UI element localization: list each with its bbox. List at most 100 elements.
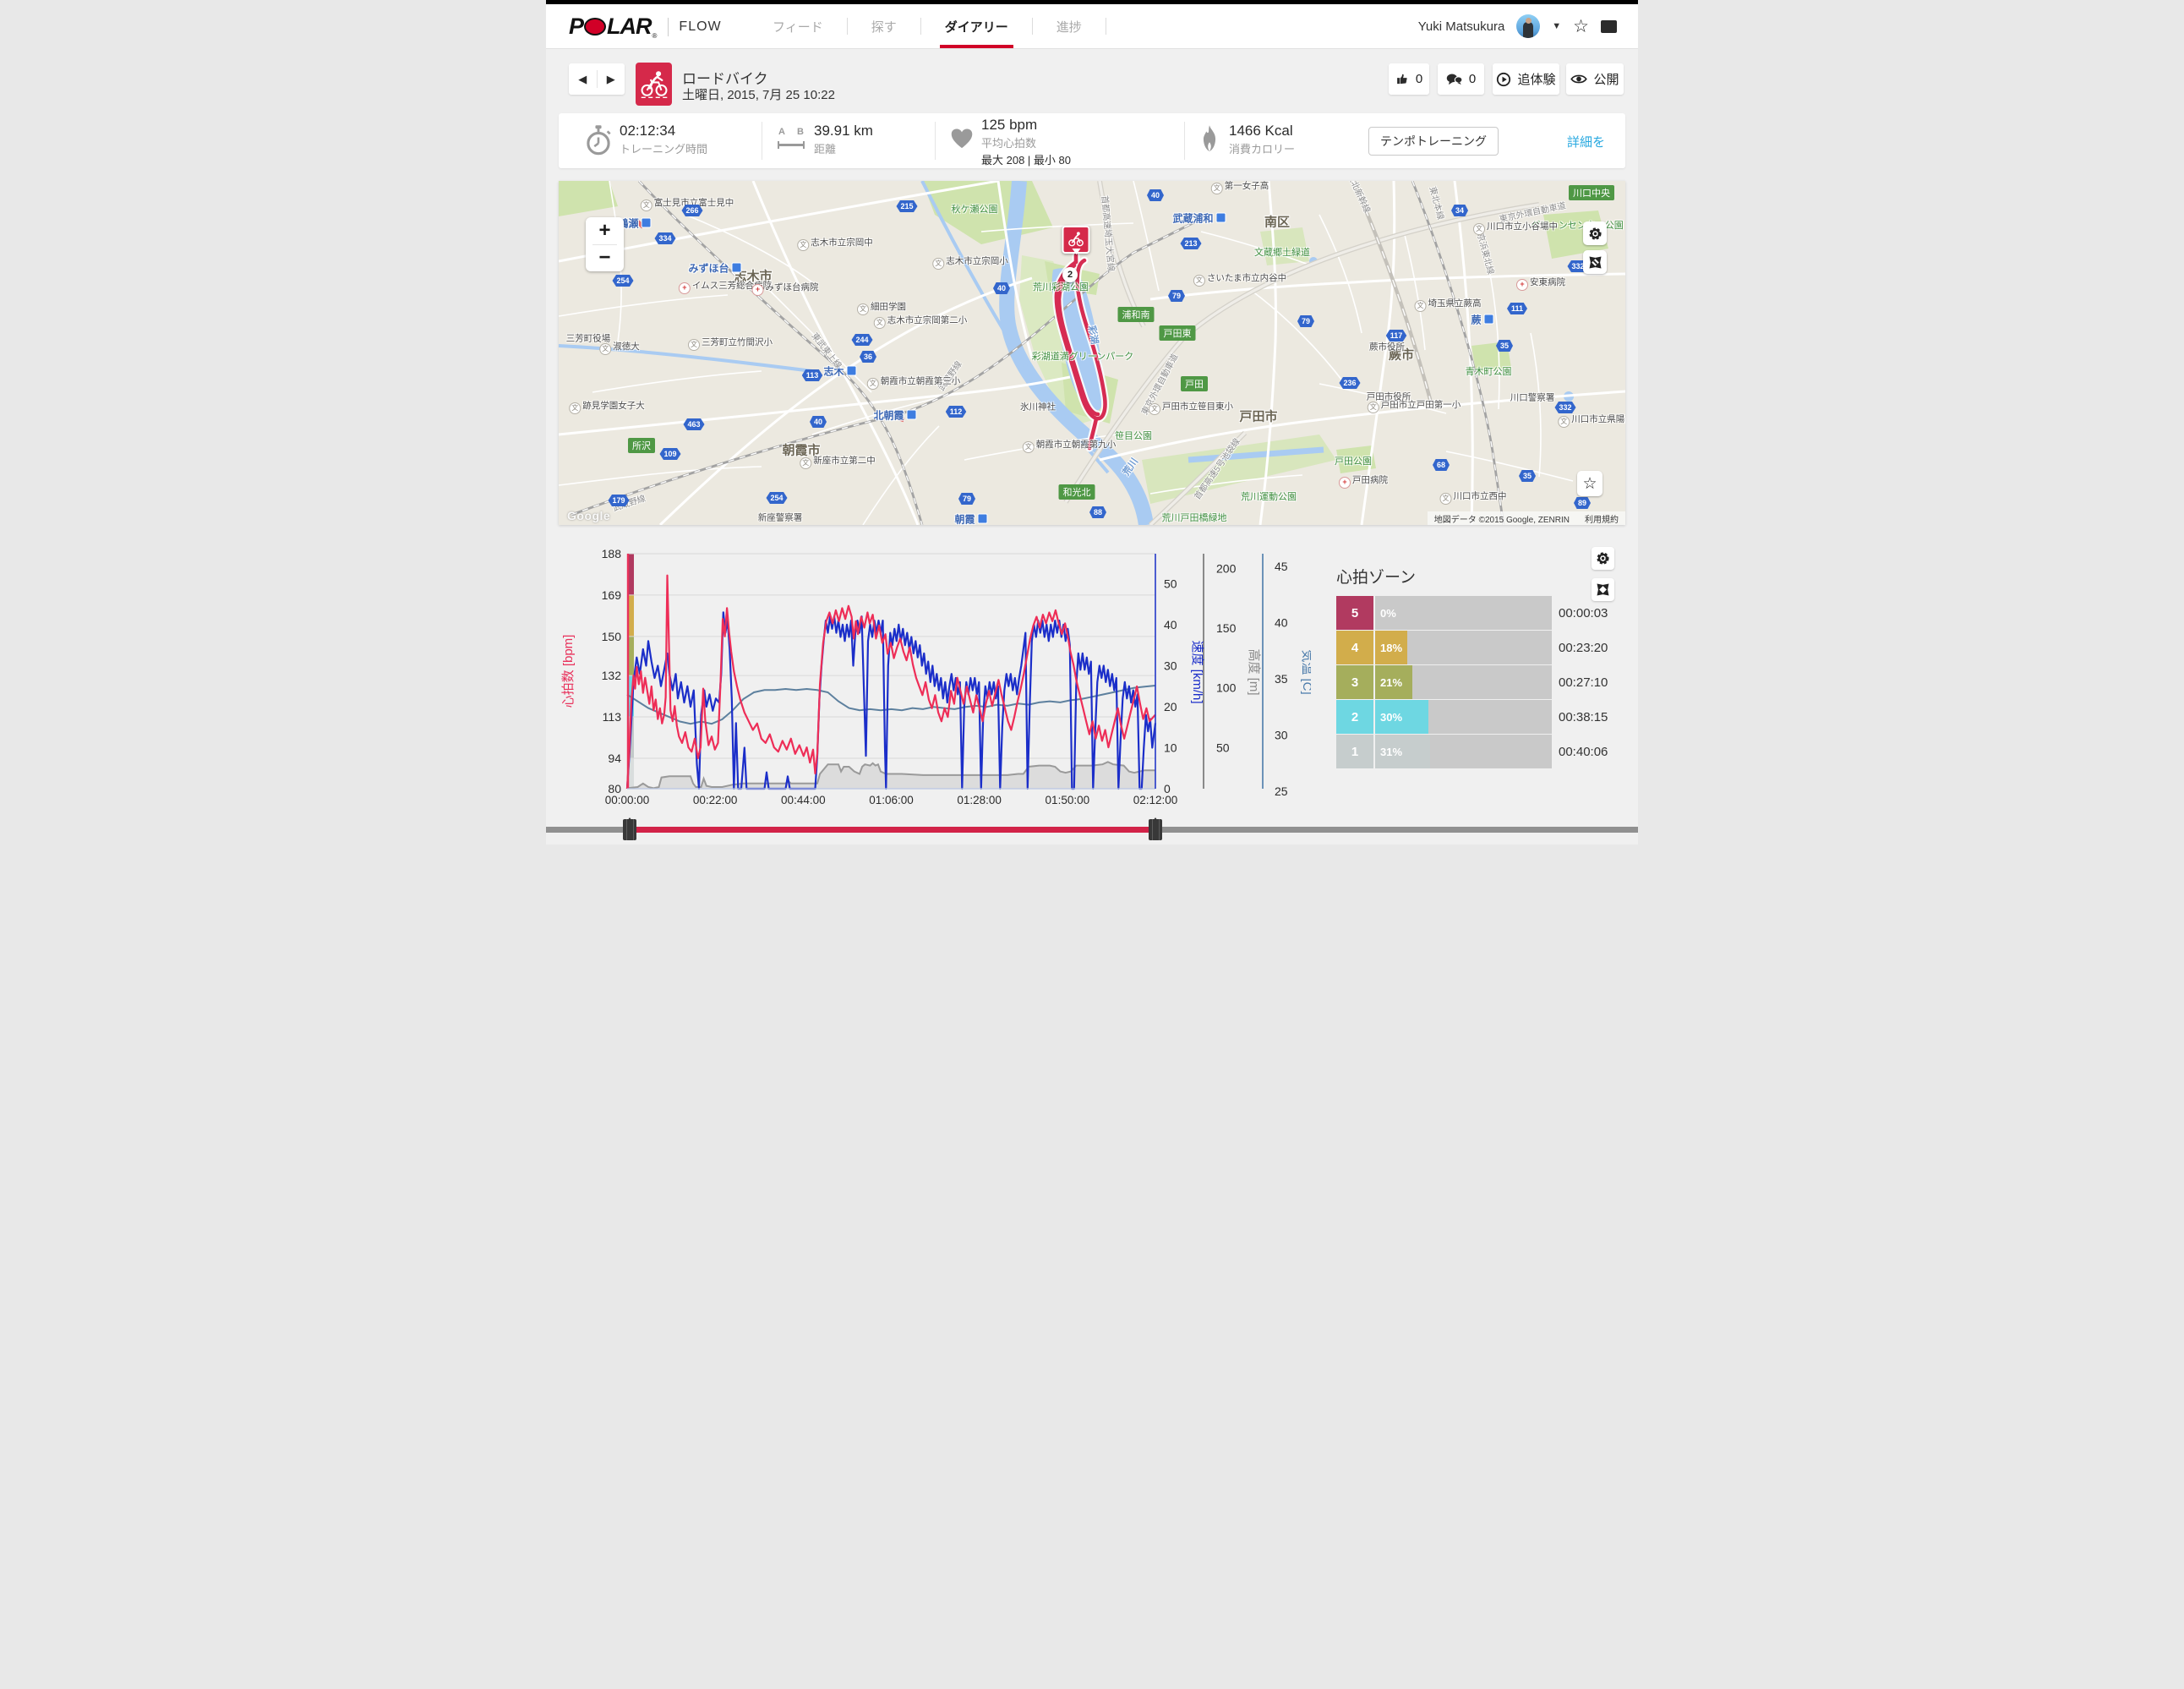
next-activity-button[interactable]: ▶ (606, 72, 615, 85)
map-canvas[interactable] (559, 181, 1625, 525)
speed-tick: 10 (1164, 741, 1177, 754)
terms-link[interactable]: 利用規約 (1585, 515, 1619, 525)
fullscreen-icon (1597, 583, 1609, 596)
stopwatch-icon (584, 124, 613, 161)
zone-time: 00:23:20 (1559, 640, 1608, 655)
scrubber-selected-range[interactable] (630, 827, 1155, 833)
tab-explore[interactable]: 探す (871, 19, 897, 35)
comments-icon (1446, 74, 1463, 85)
gear-icon (1588, 227, 1602, 240)
user-name[interactable]: Yuki Matsukura (1417, 19, 1505, 34)
flow-label: FLOW (679, 19, 722, 34)
activity-date: 土曜日, 2015, 7月 25 10:22 (682, 88, 835, 102)
temperature-axis-label: 気温 [C] (1300, 649, 1311, 694)
altitude-tick: 150 (1216, 621, 1237, 635)
visibility-button[interactable]: 公開 (1566, 63, 1624, 95)
tab-divider (846, 18, 848, 35)
map-settings-button[interactable] (1583, 221, 1607, 245)
comment-count: 0 (1468, 72, 1477, 86)
hr-zones-title: 心拍ゾーン (1336, 569, 1417, 587)
polar-flow-page: P LAR ® FLOW フィード 探す ダイアリー 進捗 Yuki Matsuku… (546, 0, 1638, 844)
lap-marker[interactable]: 2 (1062, 267, 1078, 282)
tab-divider (1031, 18, 1033, 35)
x-tick: 02:12:00 (1133, 794, 1178, 806)
distance-label: 距離 (814, 143, 837, 156)
google-watermark: Google (567, 509, 611, 522)
activity-title: ロードバイク (682, 71, 768, 87)
speed-tick: 50 (1164, 577, 1177, 590)
chart-fullscreen-button[interactable] (1592, 578, 1614, 601)
scrubber-right-handle[interactable] (1149, 813, 1162, 840)
hr-tick: 80 (608, 782, 621, 795)
temperature-tick: 30 (1275, 729, 1288, 742)
relive-button[interactable]: 追体験 (1493, 63, 1559, 95)
hr-tick: 94 (608, 752, 621, 765)
cycling-sport-icon (636, 63, 672, 106)
eye-icon (1570, 74, 1588, 84)
visibility-label: 公開 (1593, 73, 1619, 87)
temperature-tick: 40 (1275, 616, 1288, 630)
training-chart[interactable]: 188 169 150 132 113 94 80 50 40 30 20 10 0 200 150 100 5… (559, 545, 1314, 814)
zone-bar-fill (1375, 735, 1430, 768)
zone-bar-fill (1375, 631, 1407, 664)
messages-icon[interactable] (1601, 19, 1617, 33)
play-icon (1497, 72, 1511, 86)
nav-right: Yuki Matsukura ▼ ☆ (1418, 4, 1617, 48)
speed-series (625, 611, 1157, 790)
details-link[interactable]: 詳細を (1567, 135, 1606, 150)
avatar[interactable] (1516, 14, 1541, 38)
zone-percent: 31% (1380, 745, 1403, 758)
hr-zone-row: 2 30% (1336, 700, 1552, 734)
zone-bar: 30% (1375, 700, 1552, 734)
zone-number: 2 (1336, 700, 1373, 734)
zone-bar: 21% (1375, 665, 1552, 699)
zone-band (627, 636, 634, 676)
chevron-down-icon[interactable]: ▼ (1552, 21, 1562, 31)
speed-tick: 0 (1164, 782, 1171, 795)
zone-bar: 31% (1375, 735, 1552, 768)
zone-bar-fill (1375, 700, 1428, 734)
prev-activity-button[interactable]: ◀ (578, 72, 587, 85)
tab-feed[interactable]: フィード (773, 19, 823, 35)
map-zoom-control: + − (586, 217, 624, 271)
like-button[interactable]: 0 (1389, 63, 1429, 95)
training-benefit-button[interactable]: テンポトレーニング (1368, 127, 1499, 156)
hr-zone-row: 4 18% (1336, 631, 1552, 664)
stat-divider (935, 122, 936, 160)
zone-band (627, 554, 634, 595)
speed-tick: 30 (1164, 659, 1177, 672)
chart-settings-button[interactable] (1592, 547, 1614, 570)
zone-percent: 18% (1380, 641, 1403, 654)
zone-number: 3 (1336, 665, 1373, 699)
distance-value: 39.91 km (814, 123, 873, 139)
tab-diary[interactable]: ダイアリー (921, 4, 1032, 48)
zone-percent: 21% (1380, 675, 1403, 689)
tab-progress[interactable]: 進捗 (1056, 19, 1082, 35)
zoom-in-button[interactable]: + (598, 218, 611, 242)
route-start-marker[interactable] (1062, 226, 1090, 254)
thumbs-up-icon (1396, 74, 1407, 85)
polar-flow-logo[interactable]: P LAR ® FLOW (569, 14, 722, 40)
temperature-series (626, 685, 1156, 725)
hr-axis-label: 心拍数 [bpm] (561, 635, 576, 708)
pager-divider (596, 70, 598, 88)
activity-pager: ◀ ▶ (569, 63, 625, 95)
hr-zone-row: 3 21% (1336, 665, 1552, 699)
map-favorite-button[interactable]: ☆ (1577, 471, 1603, 496)
top-nav: P LAR ® FLOW フィード 探す ダイアリー 進捗 Yuki Matsuku… (546, 4, 1638, 49)
gear-icon (1597, 552, 1609, 565)
brand-divider (668, 17, 669, 36)
zoom-out-button[interactable]: − (598, 246, 611, 270)
altitude-tick: 100 (1216, 681, 1237, 695)
route-map[interactable]: 志木市 朝霞市 戸田市 蕨市 南区 浦和南 戸田東 戸田 和光北 所沢 川口中央 鶴瀬 みずほ台 志木 北朝… (559, 181, 1625, 525)
map-fullscreen-button[interactable] (1583, 250, 1607, 274)
zone-bar: 0% (1375, 596, 1552, 630)
stat-divider (1184, 122, 1185, 160)
favorites-star-icon[interactable]: ☆ (1573, 16, 1589, 36)
comment-button[interactable]: 0 (1438, 63, 1484, 95)
calories-label: 消費カロリー (1229, 143, 1296, 156)
scrubber-left-handle[interactable] (623, 813, 636, 840)
zone-number: 4 (1336, 631, 1373, 664)
